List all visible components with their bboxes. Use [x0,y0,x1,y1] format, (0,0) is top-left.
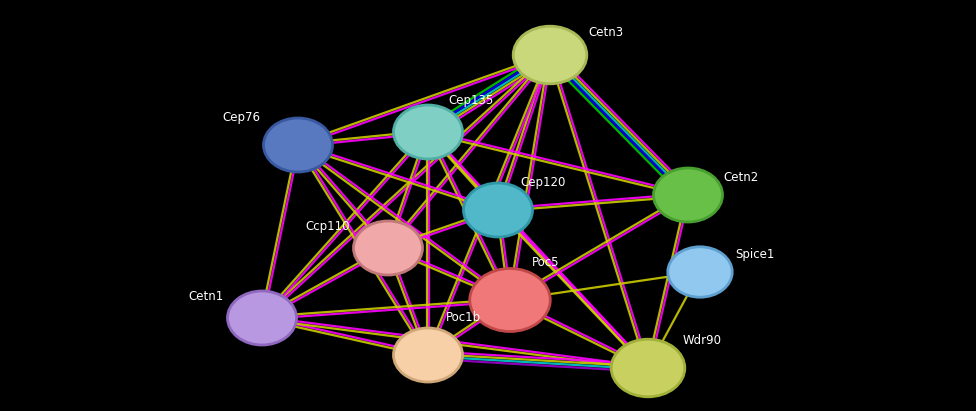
Ellipse shape [353,221,423,275]
Text: Wdr90: Wdr90 [683,333,722,346]
Text: Spice1: Spice1 [735,247,774,261]
Ellipse shape [611,339,685,397]
Ellipse shape [393,328,463,382]
Text: Poc5: Poc5 [532,256,559,268]
Ellipse shape [668,247,732,297]
Ellipse shape [464,183,533,237]
Ellipse shape [513,26,587,84]
Text: Cetn2: Cetn2 [723,171,758,183]
Text: Cep135: Cep135 [448,93,493,106]
Ellipse shape [654,168,722,222]
Ellipse shape [264,118,333,172]
Ellipse shape [393,105,463,159]
Text: Cetn3: Cetn3 [588,26,623,39]
Text: Cep120: Cep120 [520,175,565,189]
Text: Ccp110: Ccp110 [305,219,350,233]
Ellipse shape [227,291,297,345]
Text: Cep76: Cep76 [222,111,260,123]
Ellipse shape [469,268,550,332]
Text: Poc1b: Poc1b [446,310,481,323]
Text: Cetn1: Cetn1 [188,289,224,302]
